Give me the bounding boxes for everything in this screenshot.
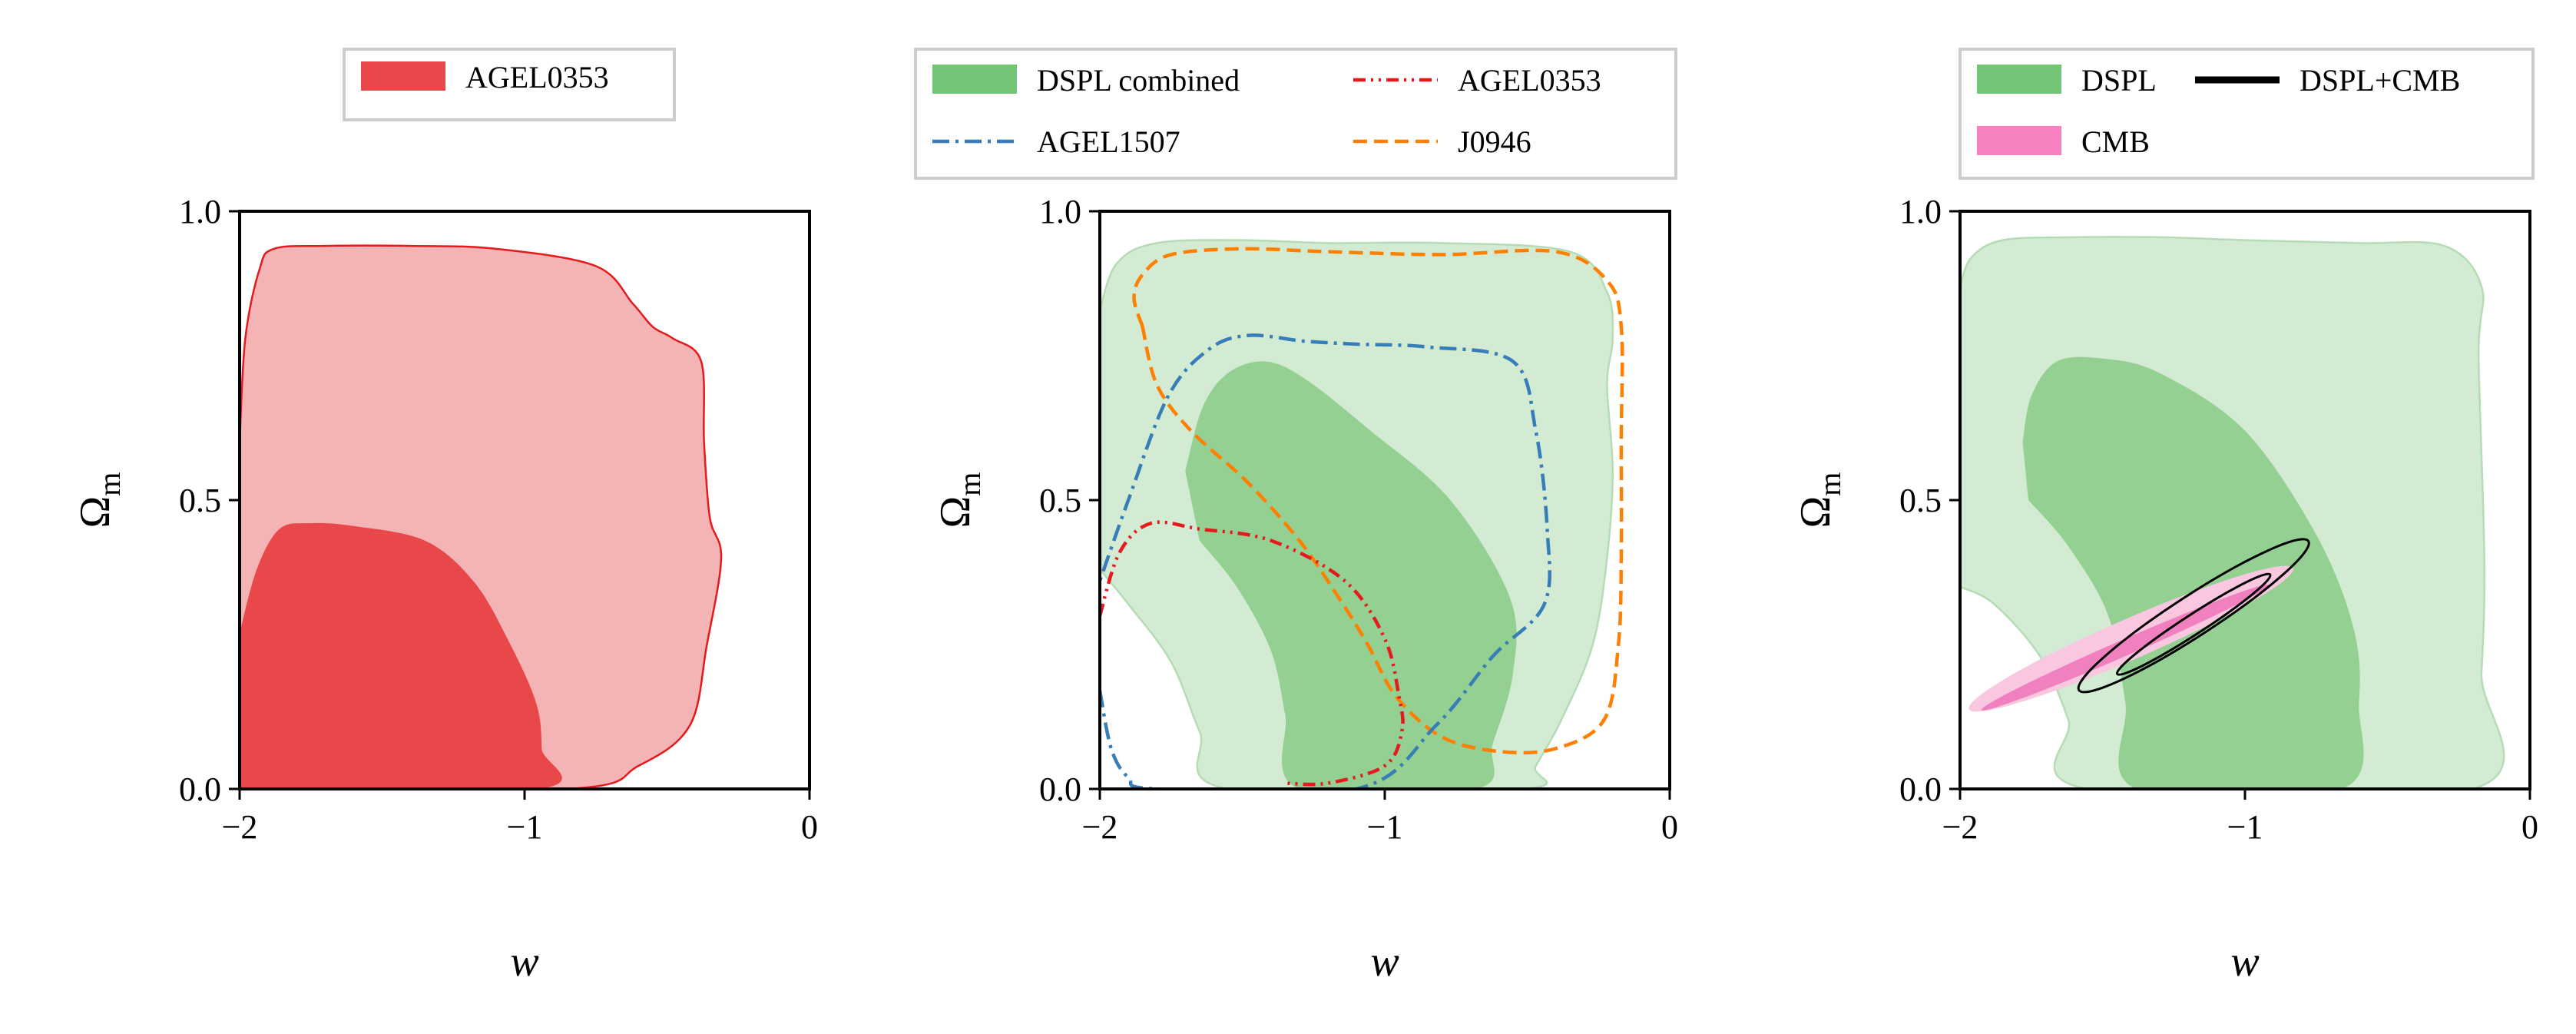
legend-label: DSPL combined: [1037, 63, 1240, 98]
x-tick-label: −1: [2227, 808, 2263, 846]
legend-item: AGEL0353: [1353, 63, 1601, 98]
legend-item: DSPL: [1977, 63, 2157, 98]
panel-dspl-combined: −2 −1 0 0.0 0.5 1.0 w Ωm DSPL combined AGEL1507 AG…: [914, 48, 1678, 986]
legend: AGEL0353: [343, 48, 676, 121]
x-tick-label: −2: [222, 808, 258, 846]
legend-item: J0946: [1353, 124, 1531, 159]
legend-item: CMB: [1977, 124, 2150, 159]
y-axis-label-sub: m: [1813, 472, 1847, 496]
legend-item: DSPL combined: [932, 63, 1240, 98]
legend-label: AGEL1507: [1037, 124, 1180, 159]
plot-area: [1960, 236, 2505, 789]
y-axis-label-main: Ω: [932, 496, 979, 529]
dspl-cmb-68-line: [2115, 572, 2272, 676]
y-tick-label: 1.0: [179, 193, 221, 230]
x-tick-label: 0: [801, 808, 818, 846]
y-axis-label-sub: m: [952, 472, 987, 496]
x-tick-label: −1: [507, 808, 543, 846]
y-axis-label-main: Ω: [1792, 496, 1839, 529]
legend-item: AGEL0353: [361, 60, 609, 94]
legend-swatch: [361, 61, 445, 91]
legend-swatch: [1977, 65, 2061, 94]
panel-agel0353: −2 −1 0 0.0 0.5 1.0 w Ωm AGEL0353: [71, 48, 818, 986]
legend-label: DSPL: [2081, 63, 2157, 98]
legend-swatch: [932, 65, 1017, 94]
legend-item: DSPL+CMB: [2195, 63, 2460, 98]
legend-item: AGEL1507: [932, 124, 1180, 159]
x-axis-label: w: [2230, 938, 2259, 986]
dspl-cmb-95-line: [2077, 538, 2310, 694]
y-tick-label: 1.0: [1039, 193, 1081, 230]
legend-label: AGEL0353: [465, 60, 609, 94]
cmb-68-region: [1982, 584, 2270, 711]
y-axis-label: Ωm: [932, 472, 987, 529]
y-tick-label: 0.0: [179, 771, 221, 808]
x-axis-label: w: [510, 938, 538, 986]
legend-label: DSPL+CMB: [2300, 63, 2460, 98]
y-axis-label: Ωm: [1792, 472, 1847, 529]
y-tick-label: 0.5: [1039, 482, 1081, 519]
plot-area: [1100, 239, 1624, 789]
legend-label: CMB: [2081, 124, 2150, 159]
y-tick-label: 1.0: [1899, 193, 1942, 230]
legend-label: J0946: [1458, 124, 1531, 159]
y-tick-label: 0.0: [1899, 771, 1942, 808]
panel-dspl-cmb: −2 −1 0 0.0 0.5 1.0 w Ωm DSPL DSPL+CMB CMB: [1792, 48, 2538, 986]
y-tick-label: 0.5: [1899, 482, 1942, 519]
agel0353-68-region: [240, 522, 562, 789]
plot-area: [240, 244, 723, 789]
agel0353-contour-line: [1100, 520, 1405, 787]
dspl-68-region: [2022, 356, 2364, 789]
legend: DSPL combined AGEL1507 AGEL0353 J0946: [914, 48, 1677, 180]
x-tick-label: −2: [1082, 808, 1118, 846]
j0946-contour-line: [1132, 247, 1624, 755]
y-axis-label-sub: m: [92, 472, 127, 496]
y-axis-label-main: Ω: [71, 496, 119, 529]
agel1507-contour-line: [1100, 333, 1552, 789]
x-tick-label: −1: [1367, 808, 1403, 846]
legend-swatch: [1977, 126, 2061, 155]
x-axis-label: w: [1370, 938, 1399, 986]
y-axis-label: Ωm: [71, 472, 127, 529]
legend-label: AGEL0353: [1458, 63, 1601, 98]
x-tick-label: −2: [1942, 808, 1978, 846]
x-tick-label: 0: [2521, 808, 2538, 846]
y-tick-label: 0.0: [1039, 771, 1081, 808]
y-tick-label: 0.5: [179, 482, 221, 519]
legend-box: [914, 48, 1677, 180]
legend: DSPL DSPL+CMB CMB: [1958, 48, 2535, 180]
x-tick-label: 0: [1661, 808, 1678, 846]
dspl-combined-68-region: [1185, 361, 1517, 789]
